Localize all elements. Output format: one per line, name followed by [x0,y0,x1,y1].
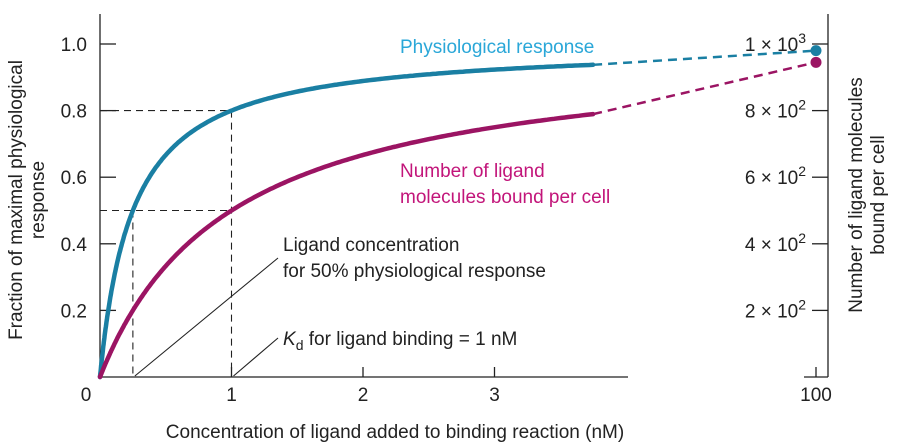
right-axis-title-line2: bound per cell [868,135,889,254]
left-axis-title: Fraction of maximal physiological respon… [6,60,49,340]
curves [97,45,822,380]
dashed-extension-physiological [593,49,817,67]
kd-subscript: d [296,337,304,353]
left-y-tick-label: 0.4 [61,235,88,256]
series-label-bound-line1: Number of ligand [400,161,545,182]
right-y-tick-label: 1 × 103 [745,30,806,56]
curve-ligand-bound [97,111,596,380]
right-axis-title-line1: Number of ligand molecules [846,77,867,313]
dashed-guides [100,110,233,377]
kd-text: for ligand binding = 1 nM [303,329,517,350]
right-y-tick-label: 4 × 102 [745,230,806,256]
left-y-tick-label: 0.6 [61,168,87,189]
right-y-tick-label: 8 × 102 [745,97,806,123]
ec50-annotation-line1: Ligand concentration [283,235,459,256]
dashed-extension-bound [592,61,817,116]
curve-physiological-response [97,62,596,380]
endpoint-bound [810,56,822,68]
axis-ticks: 0 1 2 3 100 0.2 0.4 0.6 0.8 1.0 2 × 102 4 × 102 6 × … [61,30,832,406]
ec50-annotation-line2: for 50% physiological response [283,261,546,282]
leader-ec50 [134,257,279,377]
x-tick-label-far: 100 [800,385,832,406]
endpoint-physiological [810,45,822,57]
series-label-bound-line2: molecules bound per cell [400,187,610,208]
left-y-tick-label: 0.8 [61,102,87,123]
left-axis-title-line1: Fraction of maximal physiological [6,60,27,340]
right-axis-title: Number of ligand molecules bound per cel… [846,77,889,313]
series-label-physiological: Physiological response [400,37,594,58]
x-tick-label: 3 [489,385,500,406]
left-y-tick-label: 1.0 [61,35,87,56]
x-tick-label: 1 [226,385,237,406]
x-tick-label: 2 [358,385,369,406]
leader-kd [233,337,279,377]
axes [99,14,829,378]
kd-symbol: K [283,329,297,350]
right-y-tick-label: 6 × 102 [745,163,806,189]
x-axis-title: Concentration of ligand added to binding… [166,422,624,443]
left-axis-title-line2: response [28,161,49,239]
annotation-leaders [134,257,279,377]
kd-annotation: Kd for ligand binding = 1 nM [283,329,517,353]
left-y-tick-label: 0.2 [61,301,87,322]
x-tick-label: 0 [81,385,92,406]
right-y-tick-label: 2 × 102 [745,296,806,322]
